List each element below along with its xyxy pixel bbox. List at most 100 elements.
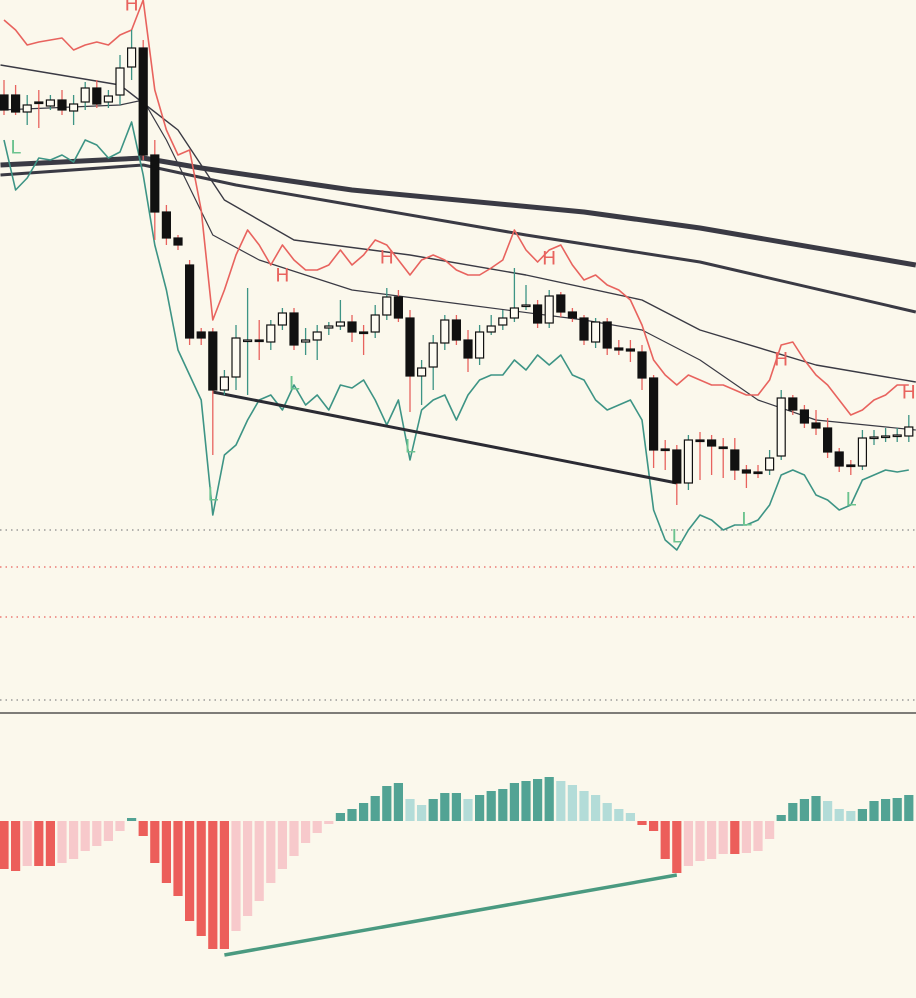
candle-body <box>451 319 462 341</box>
histogram-bar <box>591 795 601 821</box>
candle-body <box>243 339 253 343</box>
histogram-bar <box>730 821 740 854</box>
histogram-bar <box>660 821 670 859</box>
candle-body <box>231 337 241 378</box>
candle-body <box>45 99 56 107</box>
candle-body <box>904 426 914 437</box>
candle-body <box>370 314 380 333</box>
histogram-bar <box>881 799 891 821</box>
candle-body <box>34 101 44 105</box>
candle-body <box>834 451 844 467</box>
candle-body <box>69 103 79 112</box>
candle-body <box>359 331 369 335</box>
candle-body <box>475 331 485 359</box>
pivot-label: L <box>10 137 21 159</box>
candle-body <box>637 351 647 379</box>
candle-body <box>196 331 206 339</box>
candle-body <box>92 87 102 105</box>
candle-body <box>556 294 566 313</box>
histogram-bar <box>672 821 682 873</box>
candle-body <box>672 449 682 484</box>
histogram-bar <box>382 786 392 821</box>
candle-body <box>765 457 775 471</box>
histogram-bar <box>0 821 9 869</box>
histogram-bar <box>57 821 67 863</box>
histogram-bar <box>103 821 114 841</box>
histogram-bar <box>440 793 450 821</box>
histogram-bar <box>579 791 589 821</box>
candle-body <box>567 311 578 319</box>
histogram-bar <box>45 821 56 866</box>
histogram-bar <box>823 801 833 821</box>
candle-body <box>115 67 125 96</box>
histogram-bar <box>637 821 647 825</box>
pivot-label: L <box>405 436 416 458</box>
candle-body <box>823 427 833 453</box>
candle-body <box>405 317 415 377</box>
candle-body <box>138 47 148 156</box>
candle-body <box>753 471 763 475</box>
candle-body <box>277 312 288 326</box>
candle-body <box>486 325 496 333</box>
histogram-bar <box>173 821 183 896</box>
candle-body <box>80 87 90 103</box>
price-panel: H H H H H H L L L L L L L <box>0 0 916 701</box>
candle-body <box>0 94 9 111</box>
trend-line <box>212 390 678 485</box>
histogram-bar <box>811 796 821 821</box>
candle-body <box>208 331 218 391</box>
histogram-bar <box>625 813 636 821</box>
candle-body <box>544 295 554 324</box>
candle-body <box>799 409 810 424</box>
histogram-bar <box>405 799 415 821</box>
histogram-bar <box>741 821 752 853</box>
pivot-label: H <box>275 265 289 287</box>
candle-body <box>811 422 821 429</box>
band-line <box>3 0 909 416</box>
pivot-label: H <box>774 349 788 371</box>
trend-line <box>224 873 678 957</box>
candle-body <box>266 324 276 343</box>
histogram-bar <box>869 801 879 821</box>
candle-body <box>892 434 902 438</box>
candle-body <box>22 104 32 113</box>
histogram-bar <box>649 821 659 831</box>
histogram-bar <box>335 813 346 821</box>
histogram-bar <box>602 803 612 821</box>
candle-body <box>683 439 694 484</box>
histogram-bar <box>150 821 160 863</box>
band-line <box>3 121 909 551</box>
histogram-bar <box>857 809 868 821</box>
candle-body <box>591 321 601 343</box>
histogram-bar <box>127 818 137 821</box>
pivot-label: L <box>846 489 857 511</box>
histogram-bar <box>34 821 44 866</box>
histogram-bar <box>370 796 380 821</box>
candle-body <box>730 449 740 471</box>
histogram-bar <box>161 821 172 883</box>
histogram-bar <box>799 799 810 821</box>
histogram-bar <box>208 821 218 949</box>
candle-body <box>57 99 67 111</box>
pivot-label: H <box>124 0 138 16</box>
candle-body <box>741 469 752 474</box>
candle-body <box>846 464 856 468</box>
histogram-bar <box>277 821 288 869</box>
histogram-bar <box>567 785 578 821</box>
oscillator-panel <box>0 777 914 957</box>
histogram-bar <box>765 821 775 839</box>
candle-body <box>718 446 728 450</box>
histogram-bar <box>196 821 206 936</box>
candle-body <box>393 296 404 319</box>
histogram-bar <box>544 777 554 821</box>
histogram-bar <box>683 821 694 866</box>
pivot-label: H <box>542 248 556 270</box>
candle-body <box>173 237 183 246</box>
candle-body <box>869 436 879 440</box>
histogram-bar <box>846 811 856 821</box>
candle-body <box>707 439 717 447</box>
histogram-bar <box>753 821 763 851</box>
histogram-bar <box>463 799 473 821</box>
candle-body <box>324 325 334 329</box>
